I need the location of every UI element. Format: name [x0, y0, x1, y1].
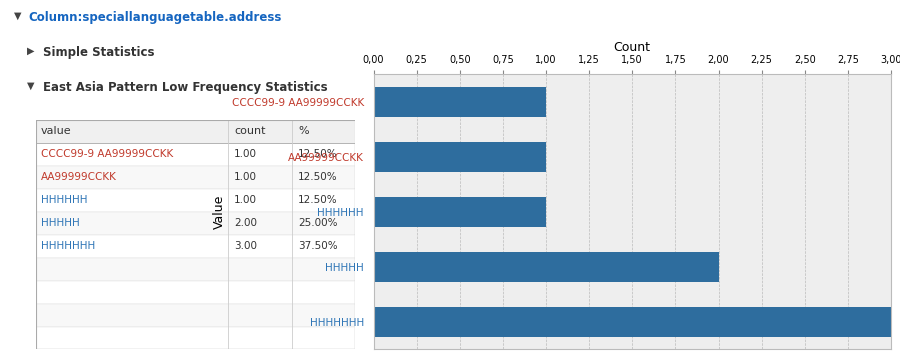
Bar: [36, 143, 356, 166]
Text: 12.50%: 12.50%: [298, 195, 338, 205]
Text: East Asia Pattern Low Frequency Statistics: East Asia Pattern Low Frequency Statisti…: [43, 81, 328, 94]
Text: HHHHHH: HHHHHH: [40, 195, 87, 205]
Bar: [374, 307, 891, 337]
Text: 25.00%: 25.00%: [298, 218, 338, 228]
Bar: [36, 258, 356, 281]
Text: CCCC99-9 AA99999CCKK: CCCC99-9 AA99999CCKK: [40, 149, 173, 160]
Text: 12.50%: 12.50%: [298, 149, 338, 160]
Bar: [374, 86, 546, 117]
Text: 37.50%: 37.50%: [298, 241, 338, 251]
Text: 1.00: 1.00: [234, 172, 257, 183]
Bar: [36, 189, 356, 212]
Text: 1.00: 1.00: [234, 195, 257, 205]
Text: HHHHHHH: HHHHHHH: [40, 241, 95, 251]
Y-axis label: Value: Value: [213, 195, 226, 229]
Text: ▶: ▶: [27, 46, 34, 56]
Text: 3.00: 3.00: [234, 241, 257, 251]
Text: value: value: [40, 126, 71, 137]
Bar: [374, 142, 546, 172]
Text: AA99999CCKK: AA99999CCKK: [40, 172, 117, 183]
Text: count: count: [234, 126, 266, 137]
Text: Simple Statistics: Simple Statistics: [43, 46, 155, 59]
Text: 2.00: 2.00: [234, 218, 257, 228]
Text: ▼: ▼: [14, 11, 21, 20]
Text: HHHHH: HHHHH: [40, 218, 79, 228]
Bar: [36, 212, 356, 235]
Text: ▼: ▼: [27, 81, 34, 91]
Bar: [36, 281, 356, 304]
Bar: [36, 235, 356, 258]
Bar: [36, 166, 356, 189]
Text: %: %: [298, 126, 309, 137]
Text: 1.00: 1.00: [234, 149, 257, 160]
Bar: [374, 197, 546, 227]
Text: Column:speciallanguagetable.address: Column:speciallanguagetable.address: [29, 11, 283, 24]
Bar: [36, 327, 356, 349]
Text: 12.50%: 12.50%: [298, 172, 338, 183]
Bar: [36, 304, 356, 327]
Bar: [36, 120, 356, 143]
Bar: [374, 252, 718, 282]
X-axis label: Count: Count: [614, 41, 651, 54]
